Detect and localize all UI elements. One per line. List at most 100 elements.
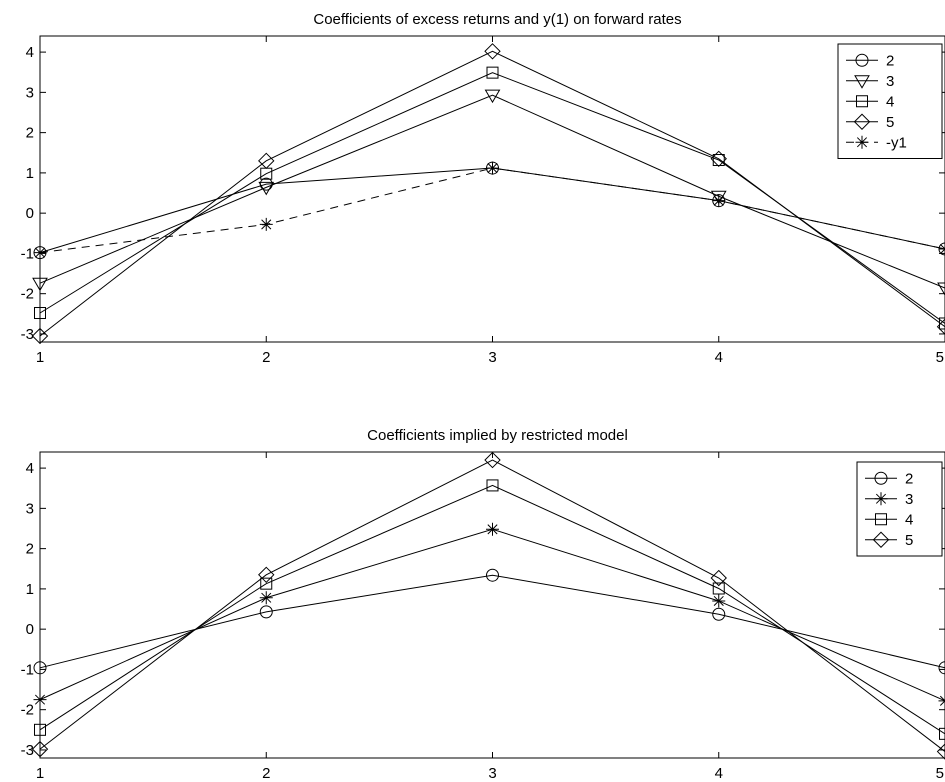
legend-marker [854,75,870,89]
series-4 [34,66,945,330]
y-tick-label: -3 [21,326,34,343]
data-point [710,569,727,587]
legend-label: 3 [886,73,894,90]
legend-box [856,461,943,557]
legend-label: 5 [886,114,894,131]
y-tick-label: 0 [26,205,34,222]
data-point [486,66,499,79]
legend-marker [853,113,871,130]
data-point [484,43,501,60]
legend: 2 3 4 5 [856,461,943,557]
data-point [34,723,46,736]
legend-marker [875,513,887,526]
data-point [484,451,501,469]
y-tick-label: 3 [26,500,34,517]
legend-label: 5 [905,532,913,549]
data-point [258,181,275,196]
series-line [39,574,945,669]
y-tick-label: -2 [21,702,34,719]
series-y1 [33,161,945,260]
x-tick-label: 1 [36,765,44,782]
data-point [486,568,499,582]
x-tick-label: 3 [488,765,496,782]
data-point [936,743,945,760]
legend-marker [855,135,869,149]
data-point [712,194,726,208]
y-tick-label: -1 [21,661,34,678]
series-3 [32,89,945,297]
series-line [39,484,945,735]
series-line [39,167,945,254]
data-point [32,277,48,292]
series-line [39,528,945,702]
legend: 2 3 4 5 -y1 [837,43,943,159]
y-tick-label: 4 [26,44,34,61]
y-tick-label: 4 [26,460,34,477]
y-tick-label: -2 [21,286,34,303]
data-point [31,327,49,345]
legend-label: 2 [905,470,913,487]
chart-panel-bottom: Coefficients implied by restricted model… [21,427,945,782]
data-point [712,594,726,608]
data-point [33,661,47,675]
series-4 [34,479,945,740]
x-tick-label: 1 [36,349,44,366]
x-tick-label: 4 [715,765,723,782]
chart-title-bottom: Coefficients implied by restricted model [367,427,628,444]
data-point [938,694,945,708]
data-point [484,89,501,104]
data-point [34,307,46,320]
plot-frame [39,35,945,343]
series-3 [33,522,945,708]
data-point [712,154,725,167]
data-point [937,282,945,297]
data-point [710,150,727,168]
series-line [39,94,945,289]
legend-marker [874,471,888,485]
data-point [259,591,273,605]
data-point [258,152,275,170]
y-tick-label: -3 [21,742,34,759]
data-point [486,161,499,175]
legend-label: 2 [886,52,894,69]
y-tick-label: 3 [26,84,34,101]
data-point [259,605,273,619]
legend-label: 4 [905,511,913,528]
y-tick-label: 2 [26,125,34,142]
data-point [486,522,499,536]
x-tick-label: 2 [262,349,270,366]
plot-frame [39,451,945,759]
series-line [39,72,945,324]
data-point [938,661,945,675]
data-point [939,727,945,740]
series-line [39,459,945,752]
x-tick-label: 3 [488,349,496,366]
legend-label: 3 [905,491,913,508]
x-tick-label: 5 [936,349,944,366]
data-point [31,740,49,758]
data-point [33,693,47,707]
legend-marker [874,492,888,506]
data-point [259,217,273,231]
series-line [39,167,945,254]
y-tick-label: 0 [26,621,34,638]
series-line [39,50,945,337]
series-5 [31,451,945,760]
data-point [936,318,945,335]
y-tick-label: 1 [26,581,34,598]
x-tick-label: 5 [936,765,944,782]
legend-marker [856,95,868,108]
data-point [486,479,499,492]
x-tick-label: 4 [715,349,723,366]
data-point [33,246,47,260]
legend-marker [872,531,890,548]
y-tick-label: 1 [26,165,34,182]
data-point [712,582,725,595]
series-2 [33,161,945,260]
data-point [258,566,275,584]
legend-label: -y1 [886,134,907,151]
y-tick-label: -1 [21,245,34,262]
chart-title-top: Coefficients of excess returns and y(1) … [313,11,681,28]
legend-label: 4 [886,93,894,110]
